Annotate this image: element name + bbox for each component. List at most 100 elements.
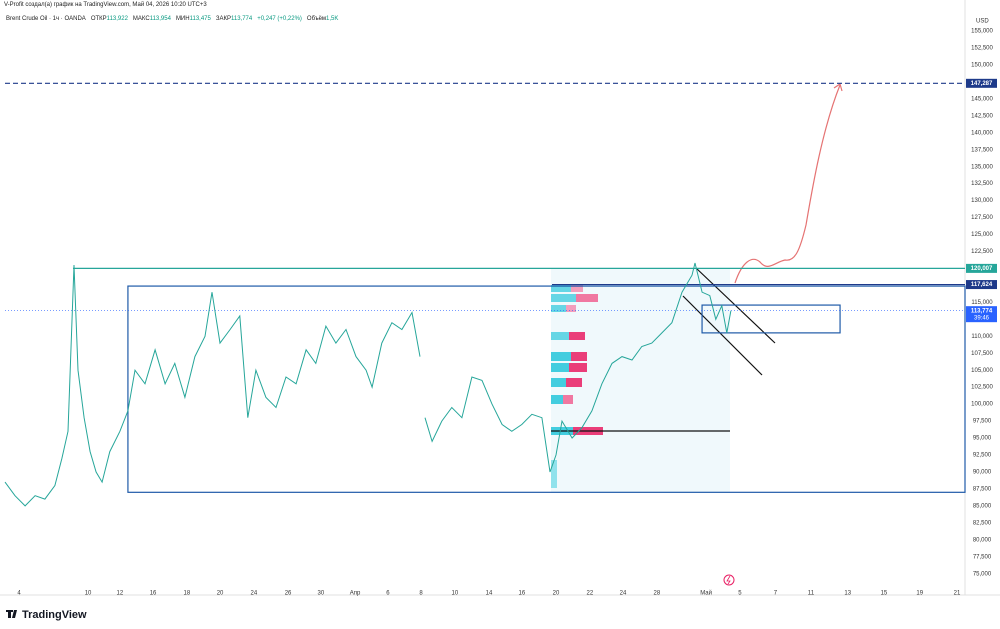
- y-tick-label: 110,000: [971, 334, 993, 340]
- projection: [734, 84, 841, 284]
- x-tick-label: 14: [486, 591, 493, 597]
- y-tick-label: 97,500: [973, 419, 992, 425]
- x-tick-label: 15: [881, 591, 888, 597]
- legend-value: 1,5K: [326, 16, 339, 22]
- vp-bar: [569, 332, 585, 340]
- legend: Brent Crude Oil · 1ч · OANDA ОТКР113,922 М…: [6, 16, 338, 22]
- y-tick-label: 82,500: [973, 520, 992, 526]
- legend-label: ЗАКР: [215, 16, 231, 22]
- price-tag-label: 113,774: [971, 308, 993, 314]
- price-tag-label: 120,007: [971, 266, 993, 272]
- x-tick-label: 6: [386, 591, 390, 597]
- y-tick-label: 77,500: [973, 554, 992, 560]
- channel-line: [682, 295, 763, 376]
- legend-label: МИН: [175, 16, 190, 22]
- box: [127, 285, 966, 493]
- currency: USD: [976, 19, 989, 25]
- price-tag: [966, 306, 997, 323]
- symbol: Brent Crude Oil · 1ч · OANDA: [6, 16, 86, 22]
- vp-bar: [551, 395, 563, 404]
- y-tick-label: 137,500: [971, 147, 993, 153]
- x-tick-label: 20: [217, 591, 224, 597]
- y-tick-label: 155,000: [971, 29, 993, 35]
- y-tick-label: 132,500: [971, 181, 993, 187]
- vp-bar: [576, 294, 598, 302]
- y-tick-label: 92,500: [973, 453, 992, 459]
- x-tick-label: 16: [519, 591, 526, 597]
- vp-bar: [566, 305, 576, 312]
- vp-bar: [551, 332, 569, 340]
- x-tick-label: 24: [251, 591, 258, 597]
- price-tag: [966, 78, 997, 88]
- price-tag-label: 117,624: [971, 282, 993, 288]
- x-tick-label: 28: [653, 591, 660, 597]
- countdown: 39:46: [974, 315, 990, 321]
- x-tick-label: 13: [844, 591, 851, 597]
- box: [701, 304, 841, 334]
- vp-bar: [551, 352, 571, 361]
- x-tick-label: 12: [117, 591, 124, 597]
- y-tick-label: 115,000: [971, 300, 993, 306]
- y-tick-label: 95,000: [973, 436, 992, 442]
- x-tick-label: Апр: [350, 591, 361, 597]
- x-tick-label: 10: [85, 591, 92, 597]
- x-tick-label: 22: [586, 591, 593, 597]
- y-tick-label: 127,500: [971, 215, 993, 221]
- vp-bar: [571, 352, 587, 361]
- x-tick-label: 4: [17, 591, 21, 597]
- vp-bar: [566, 378, 582, 387]
- legend-value: 113,954: [149, 16, 171, 22]
- y-tick-label: 100,000: [971, 402, 993, 408]
- legend-value: +0,247 (+0,22%): [257, 16, 302, 22]
- legend-label: Объём: [306, 16, 327, 22]
- y-tick-label: 75,000: [973, 571, 992, 577]
- vp-bar: [563, 395, 573, 404]
- y-tick-label: 107,500: [971, 351, 993, 357]
- logo-icon: [6, 610, 17, 618]
- x-tick-label: 16: [150, 591, 157, 597]
- event-icon: [726, 575, 731, 585]
- x-tick-label: 20: [553, 591, 560, 597]
- x-tick-label: 21: [954, 591, 961, 597]
- y-tick-label: 152,500: [971, 46, 993, 52]
- vp-bar: [551, 460, 557, 488]
- price-tag-label: 147,287: [971, 81, 993, 87]
- vp-bar: [569, 363, 587, 372]
- x-tick-label: Май: [700, 590, 712, 597]
- x-tick-label: 7: [774, 591, 778, 597]
- x-tick-label: 5: [738, 591, 742, 597]
- y-tick-label: 140,000: [971, 130, 993, 136]
- vp-bar: [551, 305, 566, 312]
- y-tick-label: 87,500: [973, 486, 992, 492]
- vp-bar: [551, 294, 576, 302]
- logo: TradingView: [22, 609, 87, 621]
- vp-bar: [571, 285, 583, 292]
- x-tick-label: 18: [184, 591, 191, 597]
- price-tag: [966, 263, 997, 273]
- y-tick-label: 142,500: [971, 113, 993, 119]
- y-tick-label: 85,000: [973, 503, 992, 509]
- y-tick-label: 150,000: [971, 62, 993, 68]
- vp-bar: [551, 363, 569, 372]
- x-tick-label: 8: [419, 591, 423, 597]
- legend-value: 113,475: [189, 16, 211, 22]
- price-tag: [966, 280, 997, 290]
- y-tick-label: 122,500: [971, 249, 993, 255]
- y-tick-label: 80,000: [973, 537, 992, 543]
- x-tick-label: 11: [808, 591, 815, 597]
- x-tick-label: 19: [916, 591, 923, 597]
- x-tick-label: 30: [318, 591, 325, 597]
- y-tick-label: 130,000: [971, 198, 993, 204]
- legend-label: МАКС: [132, 16, 150, 22]
- y-tick-label: 145,000: [971, 96, 993, 102]
- legend-label: ОТКР: [90, 16, 107, 22]
- x-tick-label: 24: [620, 591, 627, 597]
- price-line: [4, 262, 732, 507]
- vp-bar: [551, 378, 566, 387]
- y-tick-label: 102,500: [971, 385, 993, 391]
- x-tick-label: 26: [285, 591, 292, 597]
- legend-value: 113,774: [230, 16, 253, 22]
- x-tick-label: 10: [452, 591, 459, 597]
